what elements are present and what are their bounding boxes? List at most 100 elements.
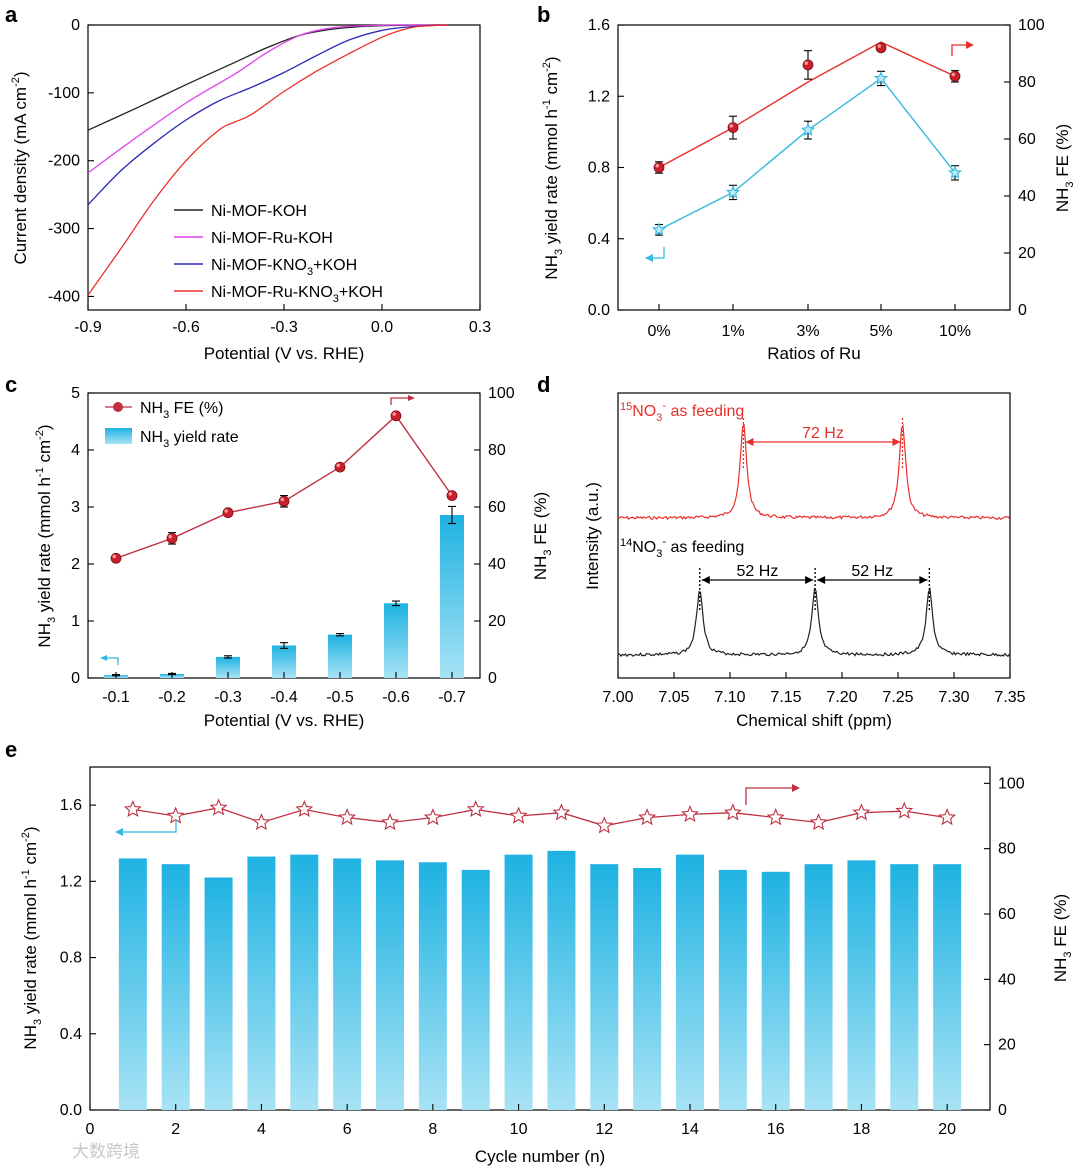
fe-point bbox=[802, 59, 814, 71]
x-tick-label: -0.3 bbox=[270, 319, 298, 336]
fe-point-highlight bbox=[280, 497, 284, 502]
yield-bar bbox=[161, 864, 190, 1110]
fe-point-highlight bbox=[804, 61, 808, 65]
fe-star bbox=[595, 816, 614, 834]
yield-bar bbox=[590, 864, 619, 1110]
x-tick-label: 7.00 bbox=[602, 689, 633, 706]
x-tick-label: -0.4 bbox=[270, 689, 298, 706]
yield-bar bbox=[118, 858, 147, 1110]
y-right-tick-label: 40 bbox=[998, 971, 1016, 988]
fe-line bbox=[132, 807, 948, 827]
yield-bar bbox=[461, 869, 490, 1110]
legend-label-4: Ni-MOF-Ru-KNO3+KOH bbox=[211, 284, 383, 305]
y-left-tick-label: 0.4 bbox=[588, 231, 610, 248]
x-tick-label: 7.10 bbox=[714, 689, 745, 706]
y-left-tick-label: 1.6 bbox=[588, 17, 610, 34]
yield-point bbox=[873, 70, 889, 85]
fe-point-highlight bbox=[392, 412, 396, 416]
legend-label-2: Ni-MOF-Ru-KOH bbox=[211, 230, 333, 247]
y-left-tick-label: 1 bbox=[71, 613, 80, 630]
fe-star bbox=[423, 808, 442, 826]
n14-arrowhead-left bbox=[701, 576, 710, 584]
x-tick-label: 0.3 bbox=[469, 319, 491, 336]
fe-point bbox=[727, 122, 739, 133]
x-tick-label: 12 bbox=[595, 1121, 613, 1138]
yield-bar bbox=[847, 860, 876, 1110]
yield-line bbox=[658, 77, 956, 231]
fe-star bbox=[338, 808, 357, 826]
fe-point-highlight bbox=[729, 124, 733, 128]
panel-label-d: d bbox=[537, 372, 550, 397]
x-tick-label: 5% bbox=[869, 323, 892, 340]
y-left-tick-label: 2 bbox=[71, 556, 80, 573]
y-right-tick-label: 100 bbox=[998, 775, 1025, 792]
x-tick-label: 10% bbox=[939, 323, 971, 340]
fe-point-highlight bbox=[336, 463, 340, 468]
panel-c-left-arrowhead bbox=[100, 655, 107, 661]
fe-star bbox=[681, 804, 699, 822]
fe-point bbox=[875, 42, 887, 54]
y-right-tick-label: 80 bbox=[1018, 74, 1036, 91]
fe-point-highlight bbox=[655, 164, 659, 168]
series-line-3 bbox=[87, 24, 448, 206]
fe-star bbox=[509, 806, 528, 824]
x-tick-label: 7.25 bbox=[882, 689, 913, 706]
x-tick-label: 7.20 bbox=[826, 689, 857, 706]
x-tick-label: -0.5 bbox=[326, 689, 354, 706]
panel-c-ylabel-right: NH3 FE (%) bbox=[531, 492, 554, 580]
fe-star bbox=[295, 800, 314, 818]
y-left-tick-label: 3 bbox=[71, 499, 80, 516]
panel-b-ylabel-right: NH3 FE (%) bbox=[1053, 124, 1076, 212]
panel-a-chart: -0.9 -0.6 -0.3 0.0 0.3 0 -100 -200 -300 -400 Pote… bbox=[10, 17, 491, 363]
panel-b-left-arrowhead bbox=[645, 254, 653, 262]
fe-point bbox=[949, 70, 961, 82]
y-left-tick-label: 0.8 bbox=[60, 950, 82, 967]
y-tick-label: -400 bbox=[48, 288, 80, 305]
fe-point-highlight bbox=[877, 44, 881, 48]
fe-star bbox=[166, 806, 185, 824]
x-tick-label: 2 bbox=[171, 1121, 180, 1138]
yield-bar bbox=[890, 864, 919, 1110]
panel-d-chart: 7.00 7.05 7.10 7.15 7.20 7.25 7.30 7.35 Chemica… bbox=[583, 392, 1026, 730]
panel-e-ylabel-left: NH3 yield rate (mmol h-1 cm-2) bbox=[20, 826, 44, 1049]
legend-label-1: Ni-MOF-KOH bbox=[211, 203, 307, 220]
n14-arrowhead-left bbox=[817, 576, 826, 584]
yield-bar bbox=[216, 656, 240, 678]
y-right-tick-label: 80 bbox=[488, 442, 506, 459]
panel-a-ylabel: Current density (mA cm-2) bbox=[10, 71, 30, 264]
panel-a-legend: Ni-MOF-KOH Ni-MOF-Ru-KOH Ni-MOF-KNO3+KOH Ni… bbox=[174, 203, 383, 305]
panel-d-frame bbox=[617, 392, 1011, 679]
y-right-tick-label: 60 bbox=[488, 499, 506, 516]
yield-bar bbox=[418, 862, 447, 1110]
y-left-tick-label: 0.8 bbox=[588, 160, 610, 177]
fe-point bbox=[166, 532, 178, 544]
x-tick-label: 7.05 bbox=[658, 689, 689, 706]
y-right-tick-label: 80 bbox=[998, 841, 1016, 858]
panel-b-ylabel-left: NH3 yield rate (mmol h-1 cm-2) bbox=[541, 56, 565, 279]
x-tick-label: -0.1 bbox=[102, 689, 130, 706]
fe-fit-line bbox=[658, 41, 956, 169]
panel-c-ylabel-left: NH3 yield rate (mmol h-1 cm-2) bbox=[34, 424, 58, 647]
fe-star bbox=[723, 803, 742, 821]
panel-e-left-arrowhead bbox=[115, 828, 123, 836]
y-right-tick-label: 0 bbox=[488, 670, 497, 687]
panel-label-c: c bbox=[5, 372, 17, 397]
n14-arrowhead-right bbox=[805, 576, 814, 584]
x-tick-label: -0.3 bbox=[214, 689, 242, 706]
panel-e-xlabel: Cycle number (n) bbox=[475, 1147, 605, 1166]
x-tick-label: 18 bbox=[853, 1121, 871, 1138]
y-tick-label: -300 bbox=[48, 221, 80, 238]
yield-bar bbox=[384, 603, 408, 678]
watermark-text: 大数跨境 bbox=[72, 1142, 140, 1161]
x-tick-label: 0.0 bbox=[371, 319, 393, 336]
panel-b-right-axis-arrow bbox=[951, 44, 972, 56]
panel-b-left-axis-arrow bbox=[648, 247, 665, 259]
y-right-tick-label: 60 bbox=[1018, 131, 1036, 148]
yield-bar bbox=[333, 858, 362, 1110]
y-right-tick-label: 0 bbox=[998, 1102, 1007, 1119]
fe-star bbox=[252, 813, 271, 831]
yield-bar bbox=[440, 514, 464, 678]
panel-d-ylabel: Intensity (a.u.) bbox=[583, 482, 602, 590]
legend-fe-marker bbox=[113, 402, 123, 412]
panel-e-ylabel-right: NH3 FE (%) bbox=[1051, 894, 1074, 982]
